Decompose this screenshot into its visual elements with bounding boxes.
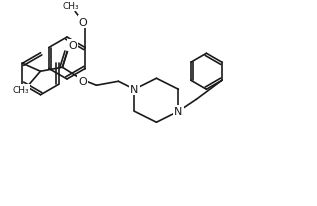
Text: CH₃: CH₃ xyxy=(12,85,29,94)
Text: O: O xyxy=(79,18,87,27)
Text: N: N xyxy=(174,107,183,117)
Text: O: O xyxy=(68,41,77,51)
Text: N: N xyxy=(130,85,139,95)
Text: CH₃: CH₃ xyxy=(63,2,80,11)
Text: O: O xyxy=(78,77,87,87)
